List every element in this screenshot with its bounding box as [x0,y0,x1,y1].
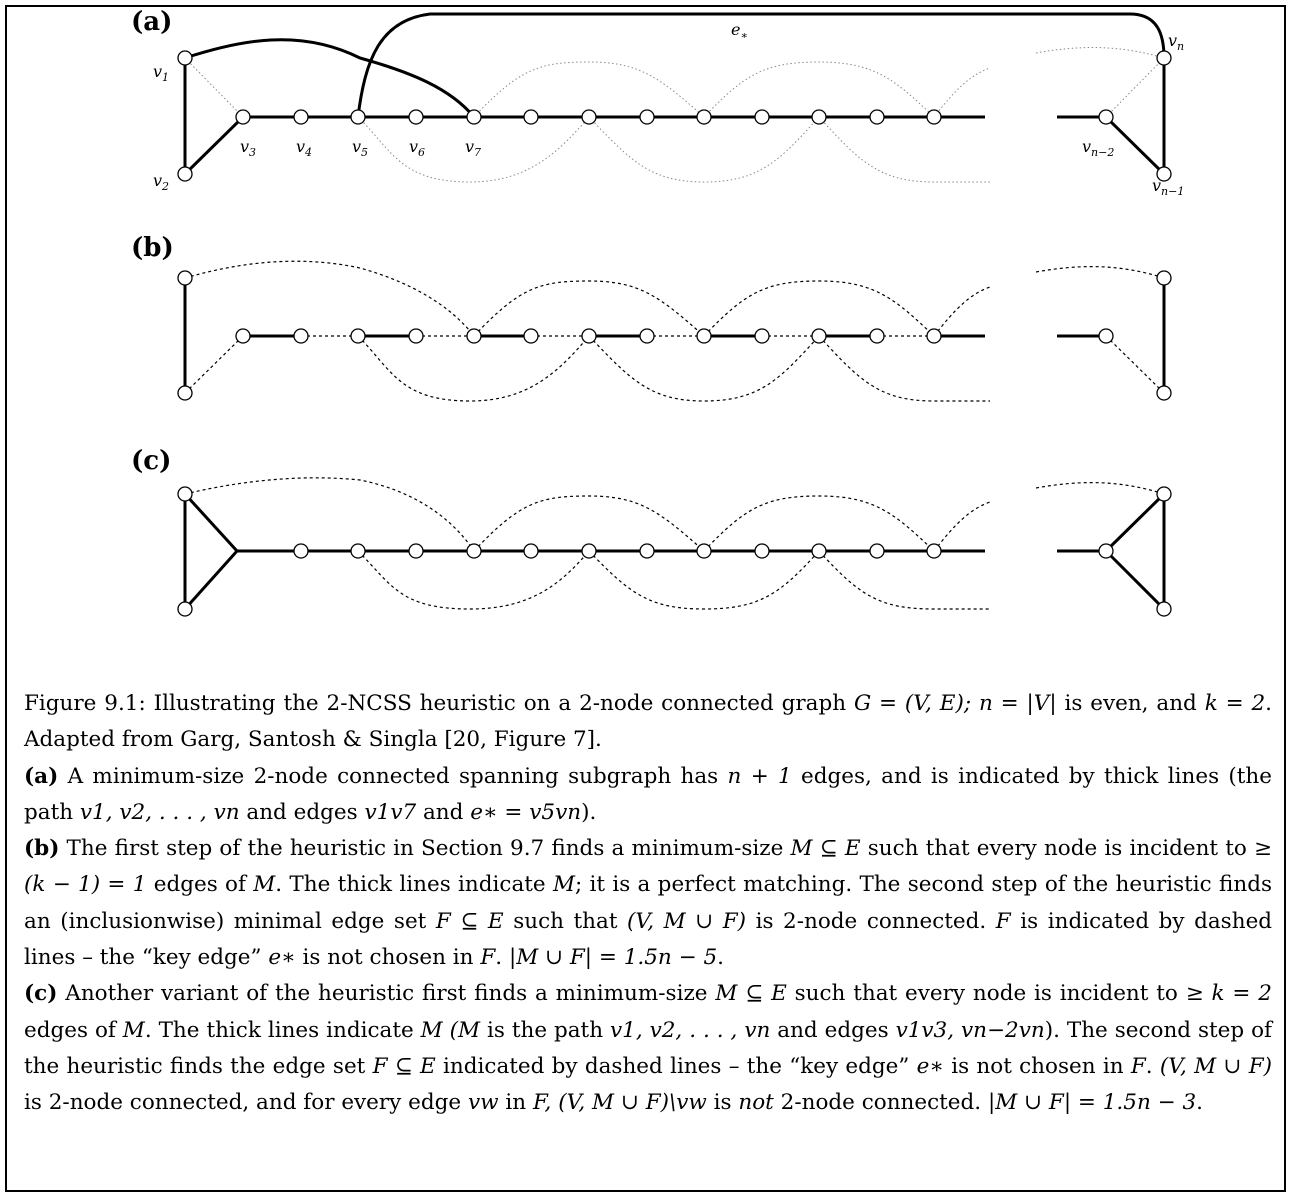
caption-part-b: (b) The first step of the heuristic in S… [24,836,1273,971]
panel-label-a: (a) [131,7,172,37]
edge-upper-right [1035,47,1165,59]
label-v1: v1 [153,62,169,84]
figure-frame [5,5,1286,1192]
b-edge-lower-1 [357,335,590,402]
edge-v2-v3-thick [183,115,245,176]
c-edge-lower-3 [818,550,990,610]
c-m-vn2-vn1 [1104,549,1166,611]
b-edge-upper-right [1035,266,1165,279]
edge-lower-2 [588,116,820,183]
label-v6: v6 [409,137,425,159]
b-edge-upper-3 [933,286,991,337]
c-m-v1-v3 [183,492,239,553]
graph-figure: .thick { stroke: #000; stroke-width: 3; … [131,7,1184,617]
panel-b-graph [177,260,1172,402]
b-edge-v1-v7 [184,260,475,337]
panel-c-graph [177,477,1172,617]
b-edge-vn2-vn1 [1105,335,1165,394]
edge-upper-1 [473,61,705,118]
edge-v1-v7 [184,38,476,118]
edge-v1-v3 [184,57,244,118]
label-vn-1: vn−1 [1152,176,1184,198]
edge-vn2-vn1 [1104,115,1166,176]
caption-part-c: (c) Another variant of the heuristic fir… [24,981,1273,1116]
b-edge-upper-1 [473,280,705,337]
label-vn: vn [1168,31,1184,53]
c-edge-upper-right [1035,482,1165,495]
c-edge-upper-2 [703,495,935,552]
edge-lower-3 [818,116,990,183]
panel-b-nodes [177,270,1172,401]
caption-intro: Figure 9.1: Illustrating the 2-NCSS heur… [24,691,1272,753]
edge-upper-2 [703,61,935,118]
label-vn-2: vn−2 [1082,137,1114,159]
c-edge-v1-v7 [184,477,475,552]
panel-a-nodes [177,50,1172,182]
panel-label-c: (c) [131,446,171,476]
b-edge-lower-3 [818,335,990,402]
caption-part-a: (a) A minimum-size 2-node connected span… [24,763,1273,825]
c-edge-upper-3 [933,501,991,552]
b-edge-v2-v3 [184,335,244,394]
edge-upper-3 [933,67,991,118]
edge-lower-1 [357,116,590,183]
panel-c-nodes [177,486,1172,617]
c-m-vn2-vn [1104,492,1166,553]
label-v3: v3 [240,137,256,159]
panel-a-graph: v1 v2 v3 v4 v5 v6 v7 vn vn−2 vn−1 e∗ [153,12,1184,198]
c-m-v2-v3 [183,549,239,611]
label-v7: v7 [465,137,481,159]
b-edge-upper-2 [703,280,935,337]
c-edge-lower-2 [588,550,820,610]
label-v5: v5 [352,137,368,159]
label-v4: v4 [296,137,312,159]
panel-label-b: (b) [131,233,174,263]
b-edge-lower-2 [588,335,820,402]
c-edge-upper-1 [473,495,705,552]
figure-caption: Figure 9.1: Illustrating the 2-NCSS heur… [24,686,1272,1122]
c-edge-lower-1 [357,550,590,610]
label-e-star: e∗ [731,20,748,42]
label-v2: v2 [153,171,169,193]
edge-e-star [356,12,1166,118]
edge-vn2-vn [1105,57,1165,118]
